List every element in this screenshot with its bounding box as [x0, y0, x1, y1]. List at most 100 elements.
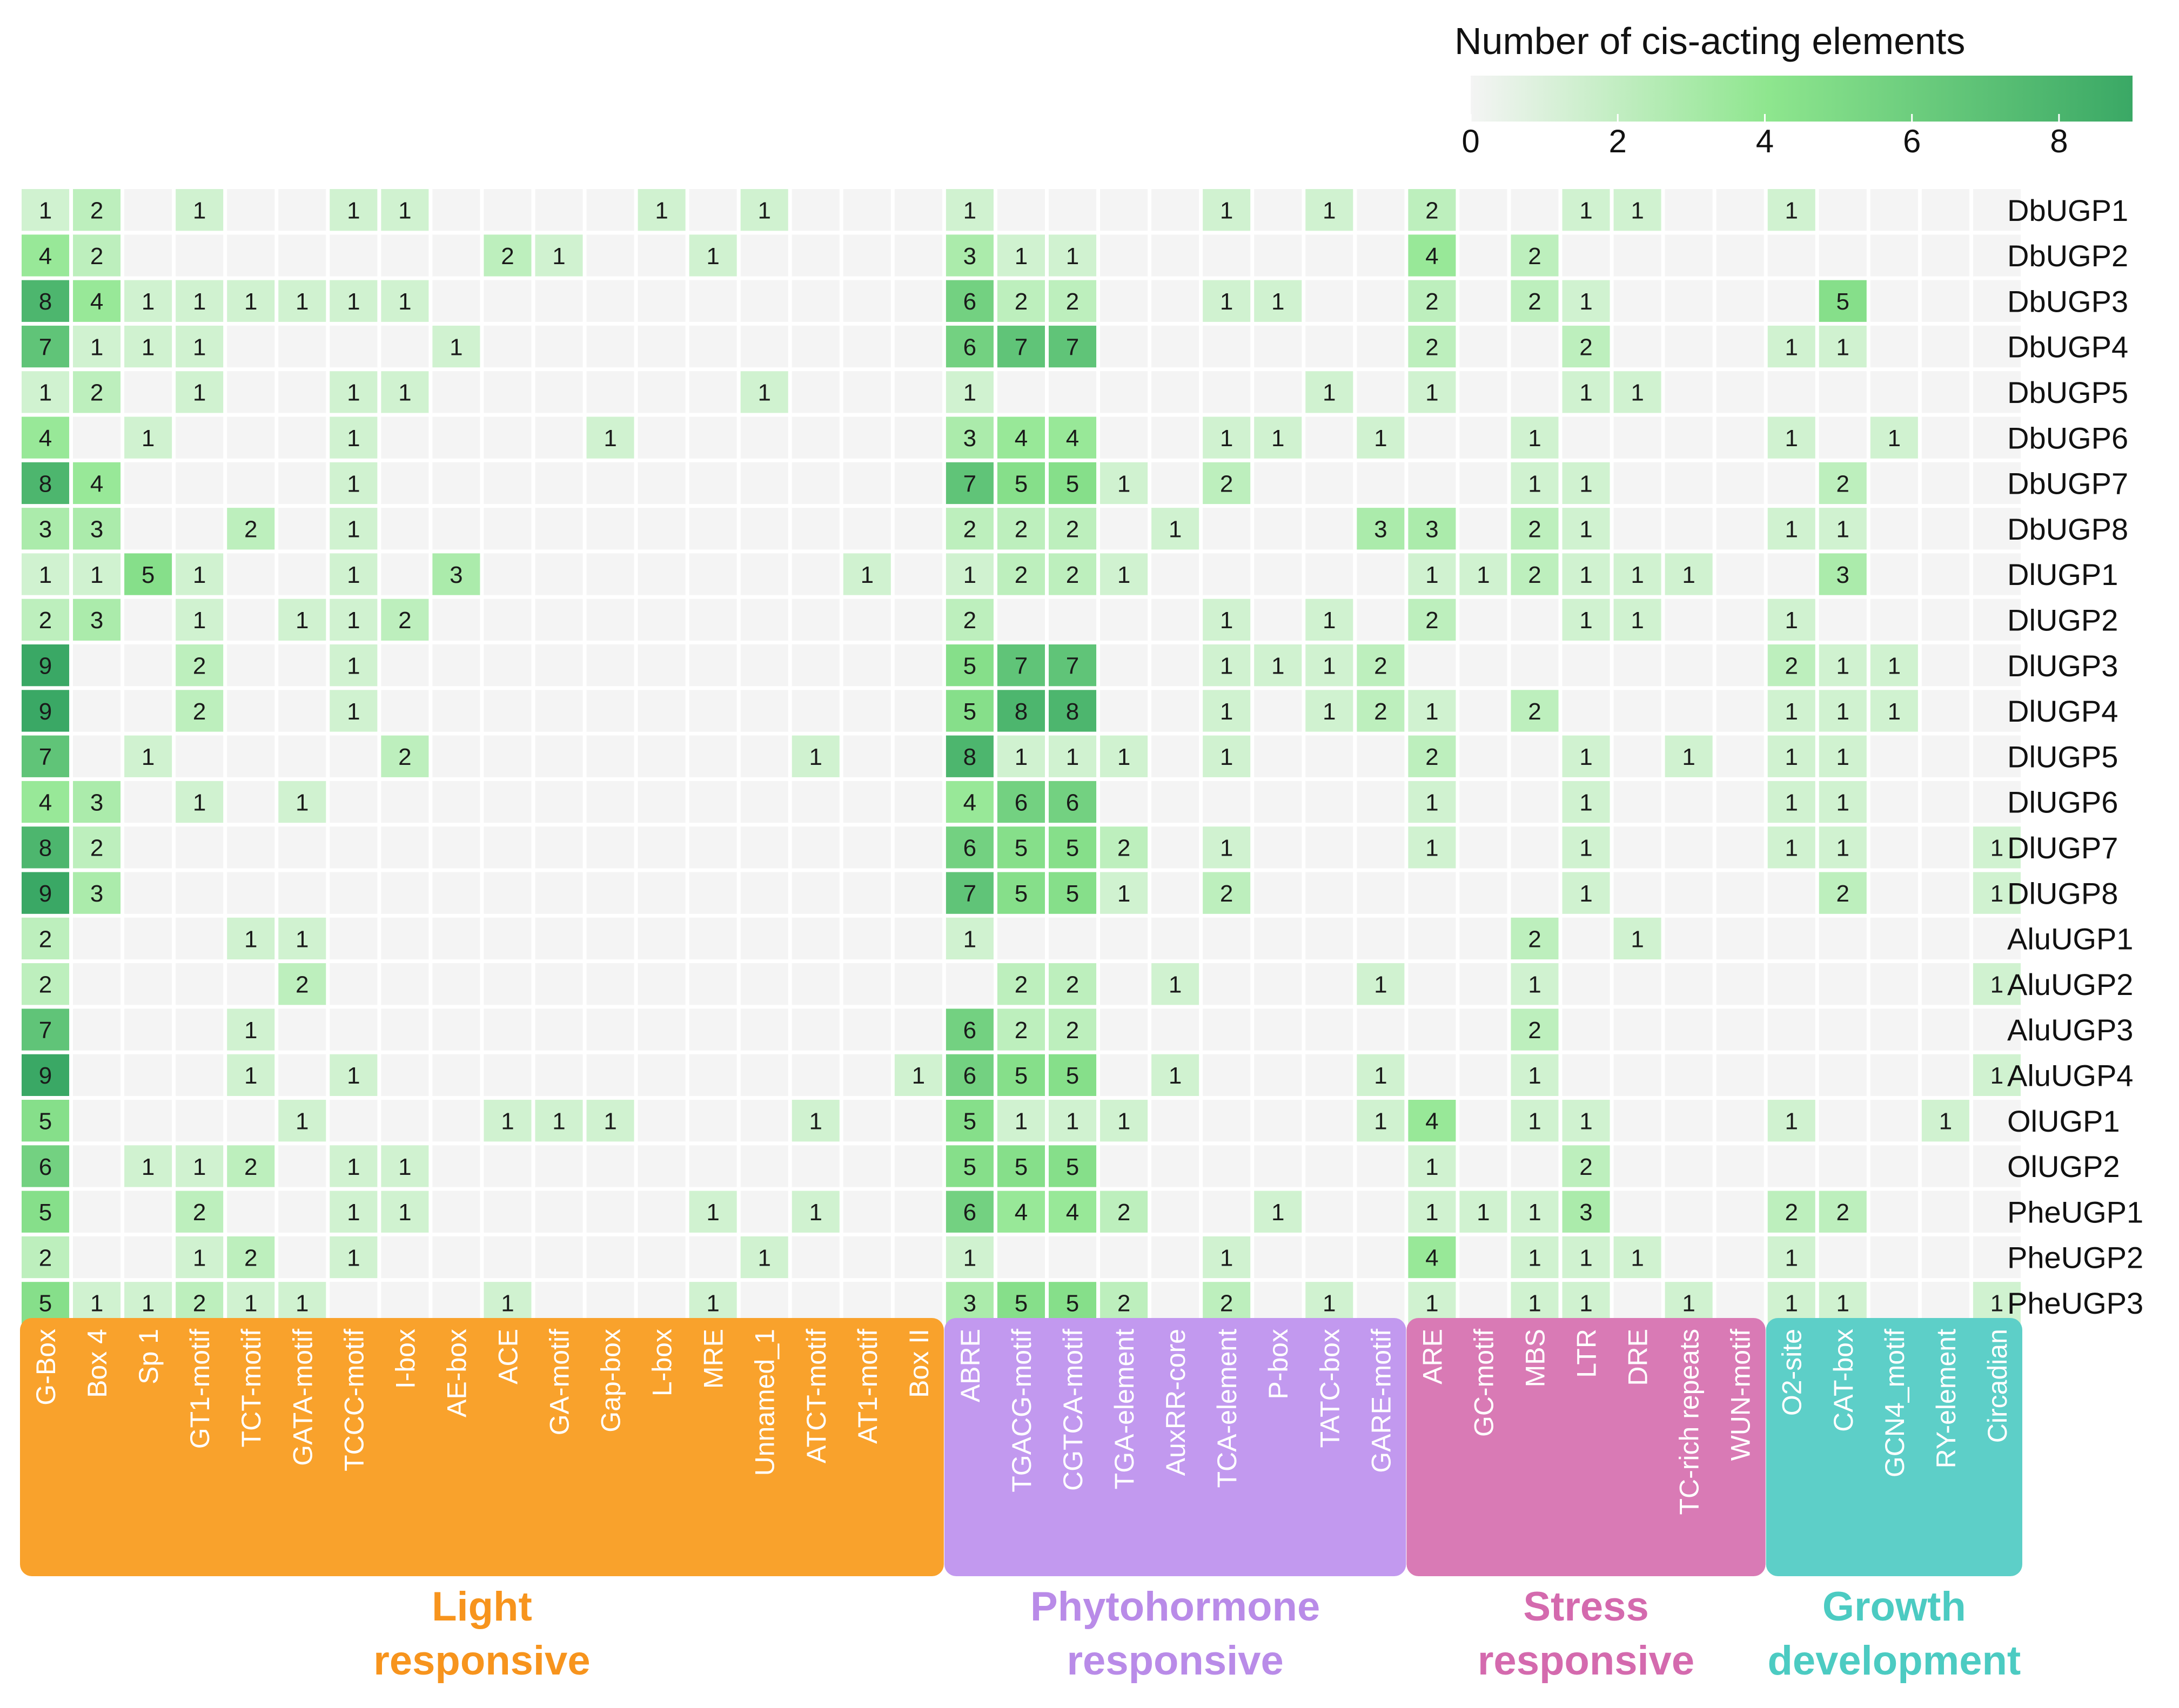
- heatmap-cell: [1665, 644, 1713, 687]
- cell-value-label: 1: [142, 425, 155, 452]
- heatmap-cell: [1203, 1100, 1251, 1142]
- cell-value-label: 1: [296, 1108, 309, 1134]
- heatmap-cell: [1716, 1145, 1764, 1187]
- cell-value-label: 2: [398, 607, 411, 634]
- heatmap-cell: [792, 1008, 840, 1051]
- heatmap-cell: [227, 1236, 275, 1279]
- heatmap-cell: [1357, 963, 1405, 1005]
- heatmap-cell: [792, 280, 840, 322]
- heatmap-cell: [1562, 1191, 1610, 1233]
- heatmap-cell: [638, 644, 686, 687]
- cell-value-label: 1: [296, 1290, 309, 1317]
- heatmap-cell: [22, 1282, 70, 1324]
- heatmap-cell: [586, 917, 634, 960]
- cell-value-label: 1: [861, 562, 874, 588]
- column-label: O2-site: [1777, 1329, 1807, 1416]
- heatmap-cell: [997, 1008, 1045, 1051]
- heatmap-cell: [1203, 416, 1251, 459]
- heatmap-cell: [1870, 1100, 1918, 1142]
- heatmap-cell: [1408, 1145, 1456, 1187]
- heatmap-cell: [997, 599, 1045, 641]
- cell-value-label: 1: [1425, 1290, 1438, 1317]
- heatmap-cell: [689, 1282, 737, 1324]
- heatmap-cell: [227, 963, 275, 1005]
- column-label: TCT-motif: [236, 1329, 266, 1448]
- heatmap-cell: [1100, 872, 1148, 914]
- heatmap-cell: [124, 1100, 172, 1142]
- heatmap-cell: [124, 280, 172, 322]
- cell-value-label: 1: [1888, 425, 1901, 452]
- heatmap-cell: [1459, 325, 1507, 368]
- row-label: DbUGP7: [2007, 467, 2128, 501]
- heatmap-cell: [432, 280, 480, 322]
- heatmap-cell: [1203, 1145, 1251, 1187]
- heatmap-cell: [535, 735, 583, 777]
- heatmap-cell: [1151, 644, 1199, 687]
- heatmap-cell: [176, 371, 224, 413]
- heatmap-cell: [1921, 917, 1969, 960]
- heatmap-cell: [1767, 462, 1815, 505]
- heatmap-cell: [1100, 553, 1148, 595]
- cell-value-label: 7: [39, 744, 52, 770]
- column-label: CGTCA-motif: [1058, 1329, 1088, 1491]
- heatmap-cell: [946, 917, 994, 960]
- cell-value-label: 1: [1579, 744, 1592, 770]
- heatmap-cell: [1305, 280, 1353, 322]
- heatmap-cell: [1151, 234, 1199, 277]
- heatmap-cell: [1511, 462, 1559, 505]
- heatmap-cell: [997, 325, 1045, 368]
- heatmap-cell: [792, 735, 840, 777]
- heatmap-cell: [432, 508, 480, 550]
- heatmap-cell: [535, 826, 583, 869]
- row-label: AluUGP1: [2007, 922, 2133, 956]
- heatmap-cell: [1459, 735, 1507, 777]
- cell-value-label: 1: [809, 1108, 822, 1134]
- row-label: DlUGP3: [2007, 649, 2118, 683]
- column-label: GARE-motif: [1366, 1329, 1396, 1473]
- row-label: DbUGP2: [2007, 239, 2128, 273]
- heatmap-cell: [535, 189, 583, 231]
- heatmap-cell: [22, 416, 70, 459]
- cell-value-label: 1: [1528, 1290, 1541, 1317]
- heatmap-cell: [1921, 1191, 1969, 1233]
- heatmap-cell: [1049, 416, 1097, 459]
- heatmap-cell: [381, 371, 429, 413]
- heatmap-cell: [1613, 416, 1661, 459]
- cell-value-label: 2: [296, 972, 309, 998]
- heatmap-cell: [1254, 872, 1302, 914]
- heatmap-cell: [1716, 690, 1764, 732]
- heatmap-cell: [1973, 963, 2021, 1005]
- heatmap-cell: [1767, 1236, 1815, 1279]
- heatmap-cell: [1973, 644, 2021, 687]
- cell-value-label: 9: [39, 698, 52, 725]
- heatmap-cell: [176, 1145, 224, 1187]
- heatmap-cell: [1511, 963, 1559, 1005]
- heatmap-cell: [1254, 280, 1302, 322]
- heatmap-cell: [1100, 1191, 1148, 1233]
- category-label-line2: development: [1767, 1638, 2021, 1684]
- heatmap-cell: [1459, 1100, 1507, 1142]
- heatmap-cell: [946, 735, 994, 777]
- heatmap-cell: [1921, 189, 1969, 231]
- cell-value-label: 1: [1682, 562, 1695, 588]
- heatmap-cell: [1254, 917, 1302, 960]
- heatmap-cell: [1665, 599, 1713, 641]
- heatmap-cell: [73, 690, 121, 732]
- cell-value-label: 4: [39, 789, 52, 816]
- heatmap-cell: [124, 325, 172, 368]
- heatmap-cell: [1459, 917, 1507, 960]
- heatmap-cell: [1511, 234, 1559, 277]
- heatmap-cell: [1511, 644, 1559, 687]
- heatmap-cell: [792, 189, 840, 231]
- heatmap-cell: [638, 690, 686, 732]
- heatmap-cell: [1716, 553, 1764, 595]
- heatmap-cell: [73, 963, 121, 1005]
- heatmap-cell: [1870, 826, 1918, 869]
- heatmap-cell: [1408, 826, 1456, 869]
- heatmap-cell: [1562, 462, 1610, 505]
- cell-value-label: 1: [1477, 1199, 1490, 1226]
- heatmap-cell: [330, 1100, 378, 1142]
- heatmap-cell: [1921, 872, 1969, 914]
- heatmap-cell: [1511, 1054, 1559, 1096]
- heatmap-cell: [894, 690, 942, 732]
